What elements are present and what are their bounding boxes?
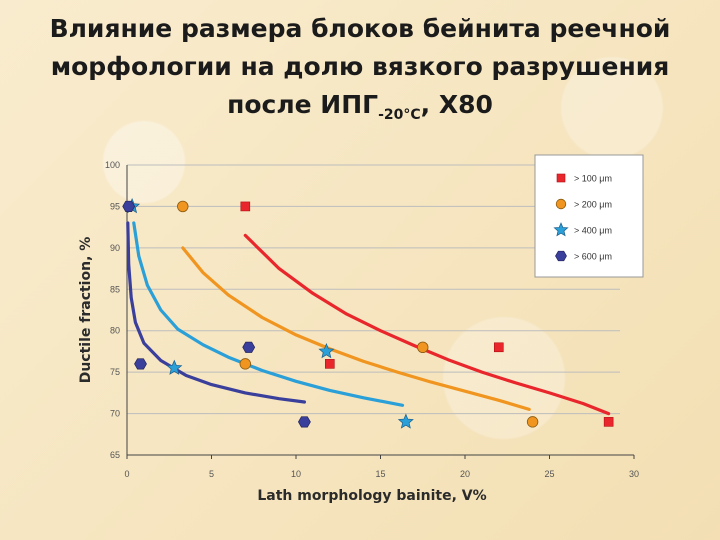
title-line-3-tail: , Х80 [420,90,493,119]
trend-curve [126,221,306,404]
data-point [397,413,414,429]
legend-marker [555,198,567,210]
data-point [324,359,335,369]
title-line-3: после ИПГ-20°C, Х80 [0,86,720,134]
y-tick-label: 85 [110,284,120,294]
data-point [242,341,256,353]
legend-label: > 100 μm [574,174,612,184]
y-tick-label: 80 [110,326,120,336]
legend-label: > 200 μm [574,200,612,210]
x-tick-label: 10 [291,469,301,479]
legend-marker [556,173,566,183]
y-tick-label: 70 [110,409,120,419]
y-axis-label: Ductile fraction, % [78,237,94,384]
trend-curve [132,221,405,407]
x-tick-label: 0 [124,469,129,479]
x-tick-label: 5 [209,469,214,479]
x-tick-label: 30 [629,469,639,479]
y-tick-label: 90 [110,243,120,253]
data-point [526,416,539,428]
data-point [166,359,183,375]
data-point [297,416,311,428]
trend-curve [181,246,531,411]
legend-box [534,154,644,278]
title-line-3-main: после ИПГ [227,90,379,119]
legend-label: > 400 μm [574,226,612,236]
data-point [177,200,189,213]
legend: > 100 μm > 200 μm > 400 μm > 600 μm [534,154,644,278]
x-axis-label: Lath morphology bainite, V% [257,488,486,504]
slide-title: Влияние размера блоков бейнита реечной м… [0,10,720,134]
legend-marker [555,250,567,262]
data-point [240,201,251,212]
data-point [318,342,335,359]
data-point [239,358,252,370]
y-tick-label: 75 [110,367,120,377]
legend-label: > 600 μm [574,252,612,262]
title-line-1: Влияние размера блоков бейнита реечной [49,14,671,43]
x-tick-label: 25 [544,469,554,479]
data-point [122,200,136,212]
title-line-3-sub: -20°C [378,107,421,123]
y-tick-label: 65 [110,450,120,460]
data-point [417,341,429,353]
data-point [493,342,504,353]
data-point [134,358,147,370]
x-tick-label: 15 [375,469,385,479]
y-tick-label: 95 [110,201,120,211]
trend-curve [243,233,611,416]
legend-marker [553,222,569,237]
x-tick-label: 20 [460,469,470,479]
data-point [603,417,614,427]
y-tick-label: 100 [105,160,120,170]
title-line-2: морфологии на долю вязкого разрушения [50,52,670,81]
